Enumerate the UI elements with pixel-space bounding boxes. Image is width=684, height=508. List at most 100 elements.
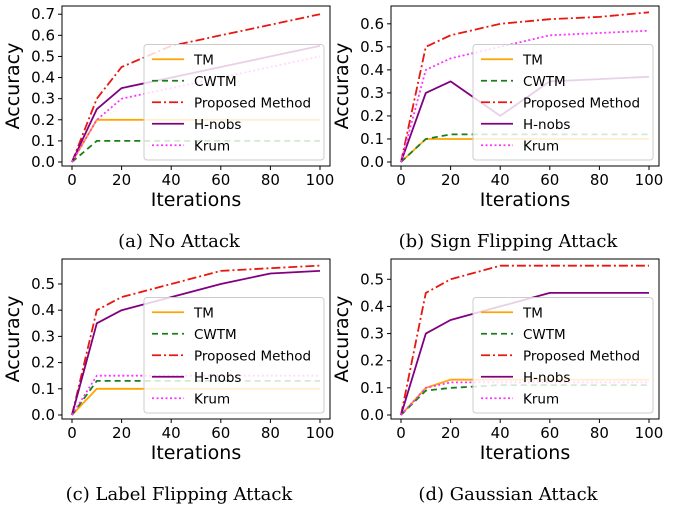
legend-label-cwtm: CWTM	[523, 327, 566, 343]
legend-label-h-nobs: H-nobs	[194, 117, 241, 133]
y-tick-label: 0.0	[31, 406, 55, 424]
x-tick-label: 20	[112, 171, 131, 189]
series-line-proposed-method	[400, 11, 650, 163]
series-line-proposed-method	[71, 264, 321, 416]
series-line-cwtm	[400, 133, 649, 163]
series-line-proposed-method	[400, 264, 649, 416]
panel-sign-flipping-attack: (b) Sign Flipping Attack 0 20 40 60 80 100 0.0…	[331, 5, 664, 252]
plot-frame	[390, 258, 660, 420]
y-tick-label: 0.4	[31, 301, 55, 319]
legend-box	[143, 44, 325, 161]
y-tick-label: 0.5	[31, 47, 55, 65]
legend-label-tm: TM	[193, 52, 214, 68]
legend-label-cwtm: CWTM	[523, 74, 566, 90]
y-tick-label: 0.1	[360, 379, 384, 397]
legend-label-proposed-method: Proposed Method	[194, 95, 311, 111]
y-tick-label: 0.5	[360, 38, 384, 56]
panel-caption: (a) No Attack	[118, 231, 241, 252]
panel-label-flipping-attack: (c) Label Flipping Attack 0 20 40 60 80 100 0.…	[2, 258, 335, 505]
panel-no-attack: (a) No Attack 0 20 40 60 80 100 0.0 0.1 0.2 0.3 0.…	[2, 5, 334, 252]
legend-label-cwtm: CWTM	[194, 74, 237, 90]
x-tick-label: 40	[491, 424, 510, 442]
series-line-cwtm	[71, 139, 320, 163]
legend-box	[472, 44, 654, 161]
x-axis-title: Iterations	[151, 442, 242, 464]
legend: TM CWTM Proposed Method H-nobs Krum	[143, 44, 325, 161]
plot-frame	[61, 5, 331, 167]
y-tick-label: 0.1	[31, 380, 55, 398]
y-axis-title: Accuracy	[2, 43, 24, 130]
y-axis-title: Accuracy	[331, 43, 353, 130]
y-tick-label: 0.6	[360, 15, 384, 33]
y-tick-label: 0.4	[360, 297, 384, 315]
x-tick-label: 0	[396, 424, 406, 442]
series-line-krum	[400, 29, 650, 163]
x-tick-label: 60	[211, 171, 230, 189]
y-tick-label: 0.5	[31, 275, 55, 293]
series-line-proposed-method	[71, 13, 321, 163]
x-tick-label: 80	[590, 424, 609, 442]
y-tick-label: 0.2	[31, 354, 55, 372]
x-tick-label: 0	[67, 424, 77, 442]
x-tick-label: 100	[306, 424, 335, 442]
x-tick-label: 0	[396, 171, 406, 189]
x-tick-label: 40	[162, 171, 181, 189]
legend-label-proposed-method: Proposed Method	[523, 348, 640, 364]
series-line-krum	[400, 381, 649, 416]
y-tick-label: 0.4	[360, 61, 384, 79]
panel-caption: (c) Label Flipping Attack	[66, 484, 294, 505]
legend-label-h-nobs: H-nobs	[523, 370, 570, 386]
legend-label-h-nobs: H-nobs	[523, 117, 570, 133]
x-tick-label: 40	[162, 424, 181, 442]
legend-label-tm: TM	[193, 305, 214, 321]
y-tick-label: 0.2	[360, 352, 384, 370]
y-tick-label: 0.0	[360, 153, 384, 171]
x-tick-label: 60	[540, 171, 559, 189]
y-tick-label: 0.3	[31, 327, 55, 345]
series-line-krum	[71, 374, 320, 416]
x-tick-label: 80	[261, 424, 280, 442]
y-tick-label: 0.1	[360, 130, 384, 148]
panel-caption: (b) Sign Flipping Attack	[399, 231, 619, 252]
x-axis-title: Iterations	[480, 442, 571, 464]
legend: TM CWTM Proposed Method H-nobs Krum	[143, 297, 325, 414]
legend-label-krum: Krum	[523, 391, 559, 407]
x-tick-label: 60	[540, 424, 559, 442]
y-tick-label: 0.1	[31, 132, 55, 150]
x-tick-label: 100	[635, 171, 664, 189]
y-axis-title: Accuracy	[331, 296, 353, 383]
series-line-cwtm	[400, 384, 649, 416]
panel-caption: (d) Gaussian Attack	[418, 484, 598, 505]
x-tick-label: 20	[112, 424, 131, 442]
legend-label-h-nobs: H-nobs	[194, 370, 241, 386]
y-tick-label: 0.3	[360, 84, 384, 102]
y-tick-label: 0.4	[31, 69, 55, 87]
y-tick-label: 0.2	[31, 111, 55, 129]
plot-frame	[61, 258, 331, 420]
x-tick-label: 0	[67, 171, 77, 189]
legend-box	[472, 297, 654, 414]
x-tick-label: 100	[635, 424, 664, 442]
y-tick-label: 0.6	[31, 26, 55, 44]
x-axis-title: Iterations	[151, 189, 242, 211]
legend-label-tm: TM	[522, 305, 543, 321]
x-tick-label: 80	[590, 171, 609, 189]
x-tick-label: 20	[441, 171, 460, 189]
y-tick-label: 0.2	[360, 107, 384, 125]
legend-label-krum: Krum	[523, 138, 559, 154]
panel-gaussian-attack: (d) Gaussian Attack 0 20 40 60 80 100 0.0 0.1 0.…	[331, 258, 664, 505]
legend-label-proposed-method: Proposed Method	[523, 95, 640, 111]
legend-label-krum: Krum	[194, 138, 230, 154]
x-axis-title: Iterations	[480, 189, 571, 211]
y-tick-label: 0.0	[360, 406, 384, 424]
y-axis-title: Accuracy	[2, 296, 24, 383]
plot-frame	[390, 5, 660, 167]
y-tick-label: 0.3	[31, 90, 55, 108]
y-tick-label: 0.3	[360, 325, 384, 343]
legend-label-tm: TM	[522, 52, 543, 68]
y-tick-label: 0.7	[31, 5, 55, 23]
x-tick-label: 60	[211, 424, 230, 442]
y-tick-label: 0.0	[31, 153, 55, 171]
x-tick-label: 40	[491, 171, 510, 189]
